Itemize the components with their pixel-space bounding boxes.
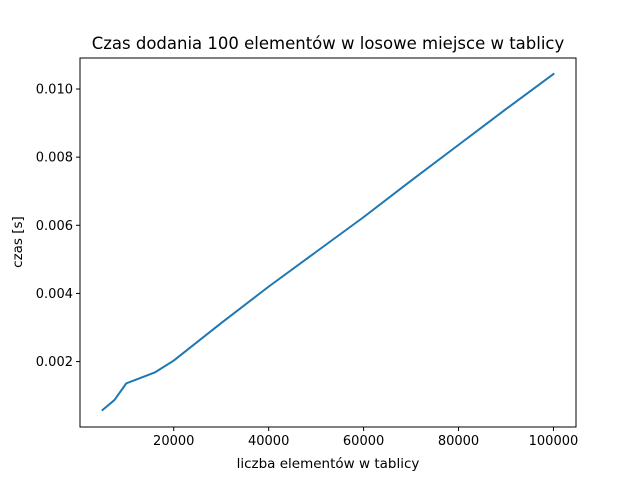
y-axis: 0.002 0.004 0.006 0.008 0.010: [36, 83, 80, 370]
y-tick-label: 0.008: [36, 151, 73, 166]
y-tick-label: 0.006: [36, 219, 73, 234]
series-layer: [101, 72, 555, 412]
axes-frame: [79, 57, 577, 428]
x-tick-label: 20000: [153, 434, 194, 449]
y-axis-label: czas [s]: [10, 216, 26, 268]
x-axis-label: liczba elementów w tablicy: [237, 456, 420, 472]
y-tick-label: 0.004: [36, 287, 73, 302]
series-line: [101, 72, 555, 412]
x-tick-label: 80000: [438, 434, 479, 449]
chart-title: Czas dodania 100 elementów w losowe miej…: [92, 34, 565, 53]
plot-area: [79, 57, 577, 428]
x-tick-label: 100000: [529, 434, 579, 449]
x-tick-label: 60000: [343, 434, 384, 449]
x-axis: 20000 40000 60000 80000 100000: [153, 427, 578, 449]
y-tick-label: 0.002: [36, 355, 73, 370]
x-tick-label: 40000: [248, 434, 289, 449]
y-tick-label: 0.010: [36, 83, 73, 98]
